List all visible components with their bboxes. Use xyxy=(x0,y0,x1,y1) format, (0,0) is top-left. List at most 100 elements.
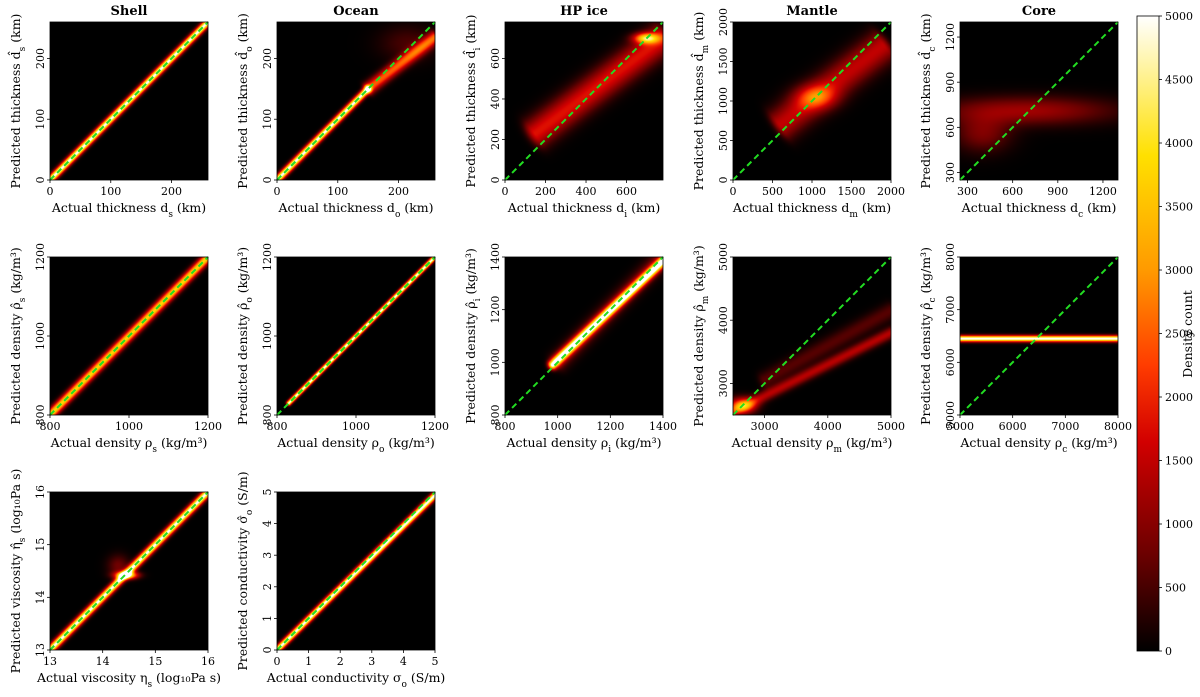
diagonal-ocean-density xyxy=(276,256,436,416)
x-tick-label: 2000 xyxy=(877,185,905,198)
panel-title: Ocean xyxy=(333,4,379,19)
y-tick-label: 16 xyxy=(34,485,47,499)
x-tick-label: 0 xyxy=(502,185,509,198)
x-tick-label: 16 xyxy=(201,655,215,668)
x-tick-label: 2 xyxy=(337,655,344,668)
x-tick-label: 7000 xyxy=(1051,420,1079,433)
panel-core-thickness: 300 600 900 1200 300 600 900 1200 Actual thickne… xyxy=(916,4,1119,220)
x-tick-label: 500 xyxy=(762,185,783,198)
x-tick-label: 0 xyxy=(274,655,281,668)
y-tick-label: 2000 xyxy=(717,8,730,36)
x-axis-label: Actual thickness ds (km) xyxy=(51,200,206,220)
y-tick-label: 800 xyxy=(261,405,274,426)
y-axis-label: Predicted thickness d̂i (km) xyxy=(461,14,483,187)
x-tick-label: 200 xyxy=(161,185,182,198)
y-tick-label: 8000 xyxy=(944,243,957,271)
frame-ocean-thickness xyxy=(276,21,436,181)
colorbar-tick-label: 1000 xyxy=(1165,518,1193,531)
y-tick-label: 1 xyxy=(261,615,274,622)
y-tick-label: 3 xyxy=(261,552,274,559)
diagonal-core-density xyxy=(959,256,1119,416)
x-tick-label: 1000 xyxy=(342,420,370,433)
y-axis-label: Predicted density ρ̂c (kg/m³) xyxy=(918,247,938,425)
y-tick-label: 1200 xyxy=(944,23,957,51)
y-tick-label: 6000 xyxy=(944,348,957,376)
y-tick-label: 1000 xyxy=(261,322,274,350)
colorbar-tick-label: 5000 xyxy=(1165,10,1193,23)
y-tick-label: 4 xyxy=(261,520,274,527)
x-tick-label: 1200 xyxy=(596,420,624,433)
y-tick-label: 13 xyxy=(34,643,47,657)
y-tick-label: 100 xyxy=(261,109,274,130)
y-tick-label: 15 xyxy=(34,538,47,552)
y-tick-label: 5 xyxy=(261,489,274,496)
panel-shell-density: 800 1000 1200 800 1000 1200 Actual density ρs … xyxy=(8,243,222,455)
diagonal-hpice-thickness xyxy=(504,21,664,181)
y-tick-label: 800 xyxy=(489,405,502,426)
x-axis-label: Actual density ρi (kg/m³) xyxy=(505,435,661,455)
y-tick-label: 1200 xyxy=(34,243,47,271)
panel-ocean-thickness: 0 100 200 0 100 200 Actual thickness do (km) Pr… xyxy=(233,4,436,220)
x-tick-label: 13 xyxy=(43,655,57,668)
x-tick-label: 1 xyxy=(305,655,312,668)
x-axis-label: Actual density ρo (kg/m³) xyxy=(276,435,435,455)
x-tick-label: 5 xyxy=(432,655,439,668)
panel-ocean-conductivity: 0 1 2 3 4 5 0 1 2 3 4 5 Actual conductivity σo (S/m)… xyxy=(235,471,445,690)
x-tick-label: 0 xyxy=(730,185,737,198)
x-tick-label: 14 xyxy=(96,655,110,668)
y-tick-label: 4000 xyxy=(717,306,730,334)
x-tick-label: 1000 xyxy=(115,420,143,433)
y-tick-label: 100 xyxy=(34,109,47,130)
y-tick-label: 1500 xyxy=(717,48,730,76)
panel-mantle-thickness: 0 500 1000 1500 2000 0 500 1000 1500 2000 Actual t… xyxy=(689,4,905,220)
panel-hpice-thickness: 0 200 400 600 0 200 400 600 Actual thickness di … xyxy=(461,4,664,220)
y-tick-label: 5000 xyxy=(944,401,957,429)
y-tick-label: 0 xyxy=(261,647,274,654)
x-tick-label: 800 xyxy=(40,420,61,433)
x-tick-label: 100 xyxy=(327,185,348,198)
colorbar: 0 500 1000 1500 2000 2500 3000 3500 4000 4500 5000… xyxy=(1136,10,1195,658)
panel-title: HP ice xyxy=(560,4,608,19)
x-axis-label: Actual thickness do (km) xyxy=(277,200,433,220)
x-axis-label: Actual viscosity ηs (log₁₀Pa s) xyxy=(36,670,221,690)
colorbar-tick-label: 3000 xyxy=(1165,264,1193,277)
x-tick-label: 8000 xyxy=(1104,420,1132,433)
y-axis-label: Predicted thickness d̂c (km) xyxy=(916,13,938,188)
y-tick-label: 600 xyxy=(489,48,502,69)
panel-core-density: 5000 6000 7000 8000 5000 6000 7000 8000 Actual d… xyxy=(918,243,1132,455)
frame-ocean-conductivity xyxy=(276,491,436,651)
panel-mantle-density: 3000 4000 5000 3000 4000 5000 Actual density ρ… xyxy=(691,243,905,455)
y-tick-label: 300 xyxy=(944,162,957,183)
x-tick-label: 1200 xyxy=(1089,185,1117,198)
x-tick-label: 200 xyxy=(535,185,556,198)
x-tick-label: 0 xyxy=(47,185,54,198)
x-tick-label: 300 xyxy=(957,185,978,198)
x-axis-label: Actual thickness dc (km) xyxy=(961,200,1117,220)
x-tick-label: 400 xyxy=(576,185,597,198)
x-tick-label: 800 xyxy=(495,420,516,433)
diagonal-mantle-thickness xyxy=(732,21,892,181)
y-tick-label: 200 xyxy=(489,129,502,150)
colorbar-tick-label: 3500 xyxy=(1165,201,1193,214)
x-axis-label: Actual thickness dm (km) xyxy=(732,200,891,220)
colorbar-tick-label: 500 xyxy=(1165,582,1186,595)
y-tick-label: 900 xyxy=(944,72,957,93)
frame-hpice-thickness xyxy=(504,21,664,181)
frame-shell-thickness xyxy=(49,21,209,181)
x-axis-label: Actual density ρm (kg/m³) xyxy=(731,435,893,455)
colorbar-tick-label: 1500 xyxy=(1165,455,1193,468)
y-axis-label: Predicted thickness d̂m (km) xyxy=(689,12,711,191)
x-tick-label: 4000 xyxy=(814,420,842,433)
frame-core-density xyxy=(959,256,1119,416)
y-tick-label: 200 xyxy=(261,48,274,69)
diagonal-mantle-density xyxy=(732,256,892,416)
y-axis-label: Predicted density ρ̂o (kg/m³) xyxy=(235,247,255,425)
x-tick-label: 1200 xyxy=(421,420,449,433)
frame-mantle-density xyxy=(732,256,892,416)
colorbar-label: Density count xyxy=(1180,290,1195,378)
x-axis-label: Actual density ρs (kg/m³) xyxy=(50,435,208,455)
x-axis-label: Actual density ρc (kg/m³) xyxy=(959,435,1117,455)
y-axis-label: Predicted thickness d̂s (km) xyxy=(6,14,28,189)
